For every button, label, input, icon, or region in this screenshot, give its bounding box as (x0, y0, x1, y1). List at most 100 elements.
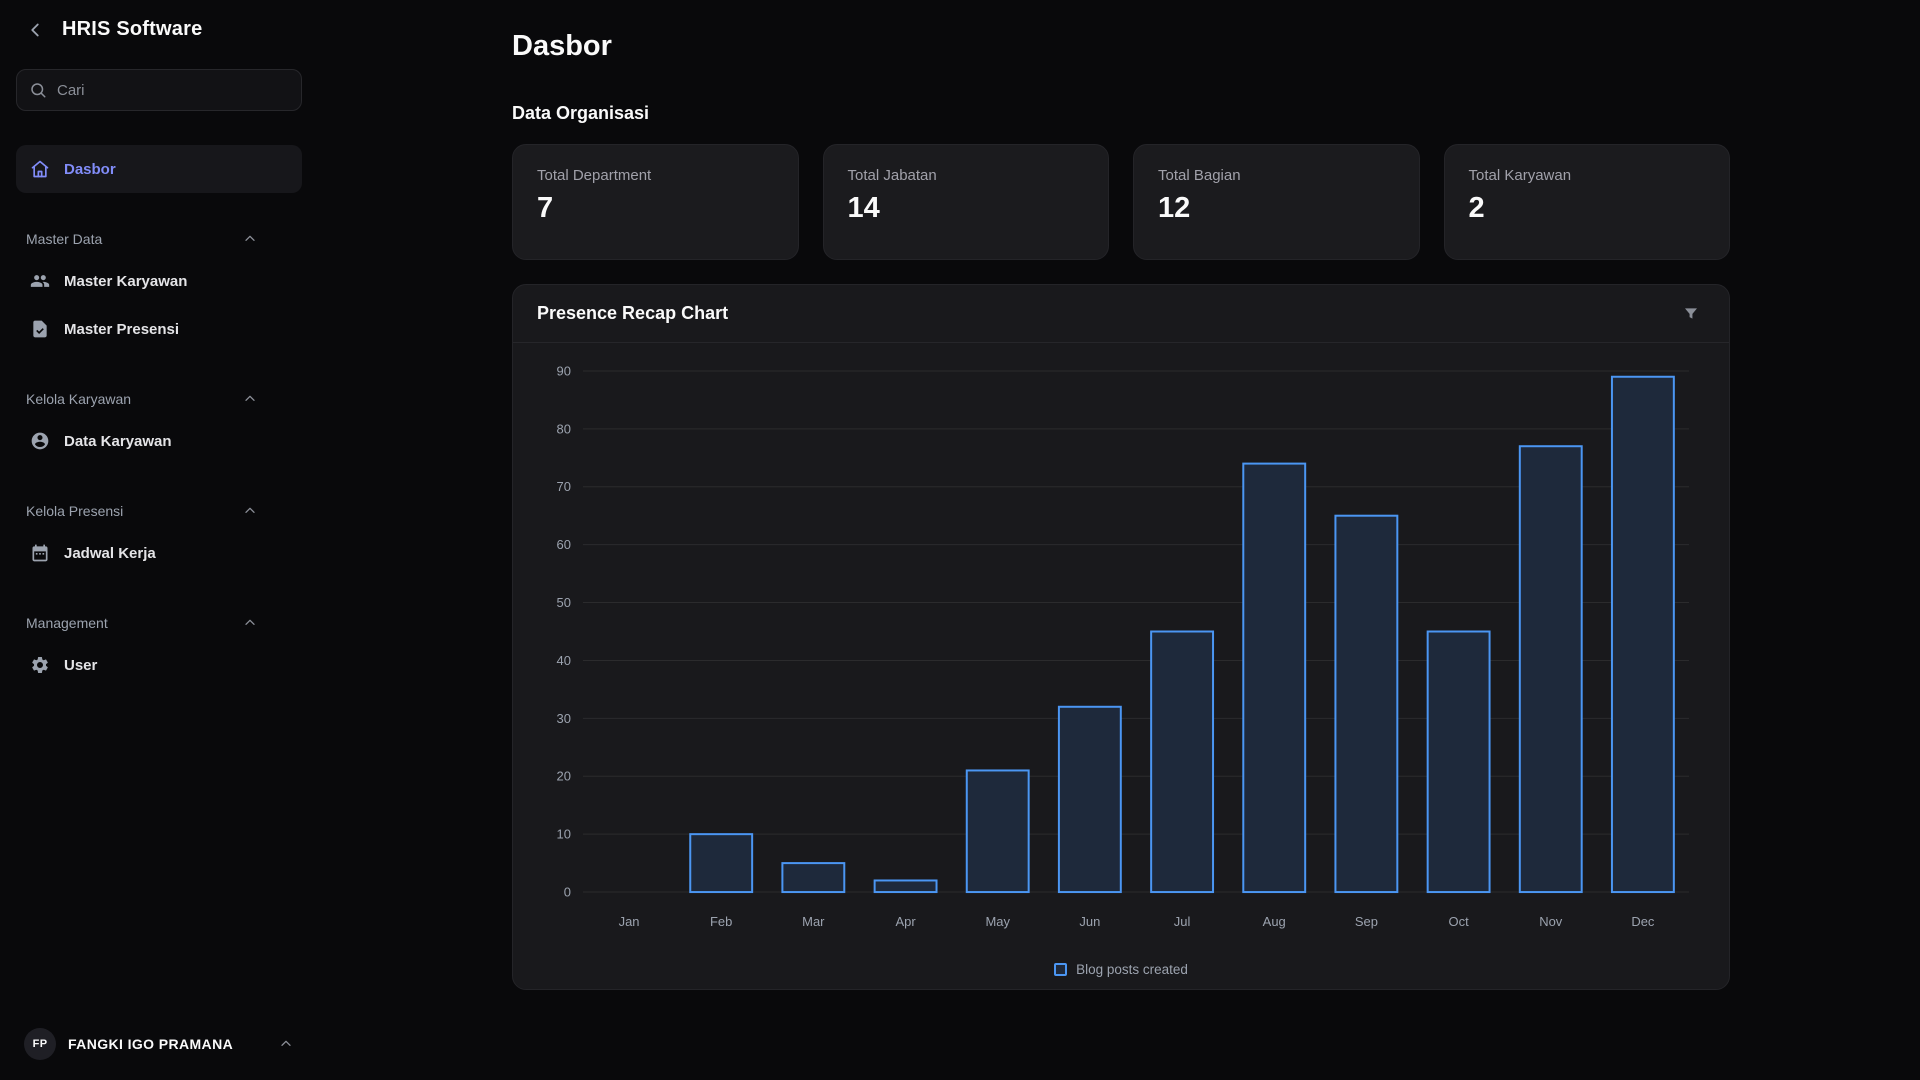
sidebar-nav: Dasbor Master Data Master Karyawan Master … (16, 145, 302, 689)
user-name: FANGKI IGO PRAMANA (68, 1036, 234, 1052)
bar-may[interactable] (965, 769, 1030, 894)
bar-aug[interactable] (1242, 462, 1307, 894)
x-tick-label: Jul (1174, 914, 1191, 929)
app-title: HRIS Software (62, 18, 203, 40)
y-tick-label: 90 (557, 363, 571, 378)
main-content: Dasbor Data Organisasi Total Department 7… (318, 0, 1920, 1080)
sidebar-item-label: Data Karyawan (64, 432, 172, 450)
chevron-up-icon (242, 615, 258, 631)
stat-card-label: Total Bagian (1158, 167, 1241, 184)
bar-apr[interactable] (873, 879, 938, 894)
y-tick-label: 70 (557, 479, 571, 494)
chevron-up-icon (242, 231, 258, 247)
stat-card-total-bagian: Total Bagian 12 (1133, 144, 1420, 260)
bar-jul[interactable] (1150, 630, 1215, 894)
chart-card: Presence Recap Chart 0 10 20 30 40 50 60 70 80 90… (512, 284, 1730, 990)
sidebar-section-label: Kelola Karyawan (26, 391, 132, 407)
section-title: Data Organisasi (512, 103, 650, 123)
user-circle-icon (30, 431, 50, 451)
sidebar-item-label: Master Karyawan (64, 272, 188, 290)
y-tick-label: 50 (557, 595, 571, 610)
stat-card-label: Total Jabatan (847, 167, 937, 184)
stat-card-value: 14 (847, 192, 880, 224)
sidebar-item-dasbor[interactable]: Dasbor (16, 145, 302, 193)
search-icon (29, 81, 47, 99)
sidebar-section-kelola-presensi[interactable]: Kelola Presensi (16, 497, 302, 525)
avatar: FP (24, 1028, 56, 1060)
x-tick-label: Nov (1539, 914, 1563, 929)
sidebar-item-label: Dasbor (64, 160, 116, 178)
sidebar-item-label: Jadwal Kerja (64, 544, 156, 562)
chevron-up-icon (242, 503, 258, 519)
bar-oct[interactable] (1426, 630, 1491, 894)
x-tick-label: Aug (1263, 914, 1286, 929)
x-tick-label: Apr (895, 914, 916, 929)
gear-icon (30, 655, 50, 675)
y-tick-label: 80 (557, 421, 571, 436)
sidebar-section-label: Management (26, 615, 108, 631)
chevron-up-icon (278, 1036, 294, 1052)
clipboard-check-icon (30, 319, 50, 339)
y-tick-label: 60 (557, 537, 571, 552)
stat-card-value: 2 (1468, 192, 1485, 224)
x-tick-label: Feb (710, 914, 732, 929)
bar-sep[interactable] (1334, 514, 1399, 894)
sidebar-section-master-data[interactable]: Master Data (16, 225, 302, 253)
chevron-up-icon (242, 391, 258, 407)
search-input[interactable] (57, 81, 289, 99)
x-tick-label: Jun (1079, 914, 1100, 929)
chart-header: Presence Recap Chart (513, 285, 1729, 343)
stat-card-label: Total Karyawan (1468, 167, 1572, 184)
stat-card-value: 12 (1158, 192, 1191, 224)
bar-dec[interactable] (1610, 375, 1675, 894)
x-tick-label: Jan (619, 914, 640, 929)
chart-title: Presence Recap Chart (537, 303, 729, 323)
stat-card-total-jabatan: Total Jabatan 14 (822, 144, 1109, 260)
x-tick-label: Dec (1631, 914, 1655, 929)
sidebar-item-master-karyawan[interactable]: Master Karyawan (16, 257, 302, 305)
sidebar-section-label: Kelola Presensi (26, 503, 124, 519)
y-tick-label: 40 (557, 653, 571, 668)
stat-card-label: Total Department (537, 167, 652, 184)
sidebar-item-master-presensi[interactable]: Master Presensi (16, 305, 302, 353)
search-box[interactable] (16, 69, 302, 111)
filter-button[interactable] (1677, 300, 1705, 328)
stat-card-value: 7 (537, 192, 554, 224)
users-icon (30, 271, 50, 291)
chart-legend[interactable]: Blog posts created (513, 962, 1729, 989)
chevron-left-icon[interactable] (24, 19, 46, 41)
sidebar-item-jadwal-kerja[interactable]: Jadwal Kerja (16, 529, 302, 577)
legend-label: Blog posts created (1076, 961, 1188, 977)
bar-mar[interactable] (781, 862, 846, 894)
page-title: Dasbor (512, 30, 612, 62)
bar-chart-svg: 0 10 20 30 40 50 60 70 80 90 Jan Feb Mar Apr May Jun Jul… (557, 363, 1690, 929)
sidebar: HRIS Software Dasbor Master Data Master K… (0, 0, 318, 1080)
y-tick-label: 10 (557, 827, 571, 842)
legend-swatch (1054, 962, 1068, 976)
sidebar-section-kelola-karyawan[interactable]: Kelola Karyawan (16, 385, 302, 413)
filter-icon (1682, 305, 1700, 323)
stat-cards-row: Total Department 7 Total Jabatan 14 Total Ba… (512, 144, 1730, 260)
x-tick-label: Oct (1449, 914, 1470, 929)
bar-jun[interactable] (1057, 705, 1122, 894)
x-tick-label: May (985, 914, 1010, 929)
bar-feb[interactable] (689, 833, 754, 894)
calendar-icon (30, 543, 50, 563)
sidebar-section-management[interactable]: Management (16, 609, 302, 637)
sidebar-item-label: Master Presensi (64, 320, 180, 338)
sidebar-item-user[interactable]: User (16, 641, 302, 689)
sidebar-section-label: Master Data (26, 231, 103, 247)
bar-chart: 0 10 20 30 40 50 60 70 80 90 Jan Feb Mar Apr May Jun Jul… (513, 343, 1729, 962)
stat-card-total-karyawan: Total Karyawan 2 (1443, 144, 1730, 260)
stat-card-total-department: Total Department 7 (512, 144, 799, 260)
sidebar-item-label: User (64, 656, 98, 674)
sidebar-item-data-karyawan[interactable]: Data Karyawan (16, 417, 302, 465)
bar-nov[interactable] (1518, 445, 1583, 894)
x-tick-label: Sep (1355, 914, 1378, 929)
y-tick-label: 20 (557, 769, 571, 784)
user-menu[interactable]: FP FANGKI IGO PRAMANA (16, 1022, 302, 1066)
y-tick-label: 0 (564, 885, 571, 900)
sidebar-header: HRIS Software (16, 18, 302, 41)
home-icon (30, 159, 50, 179)
y-tick-label: 30 (557, 711, 571, 726)
